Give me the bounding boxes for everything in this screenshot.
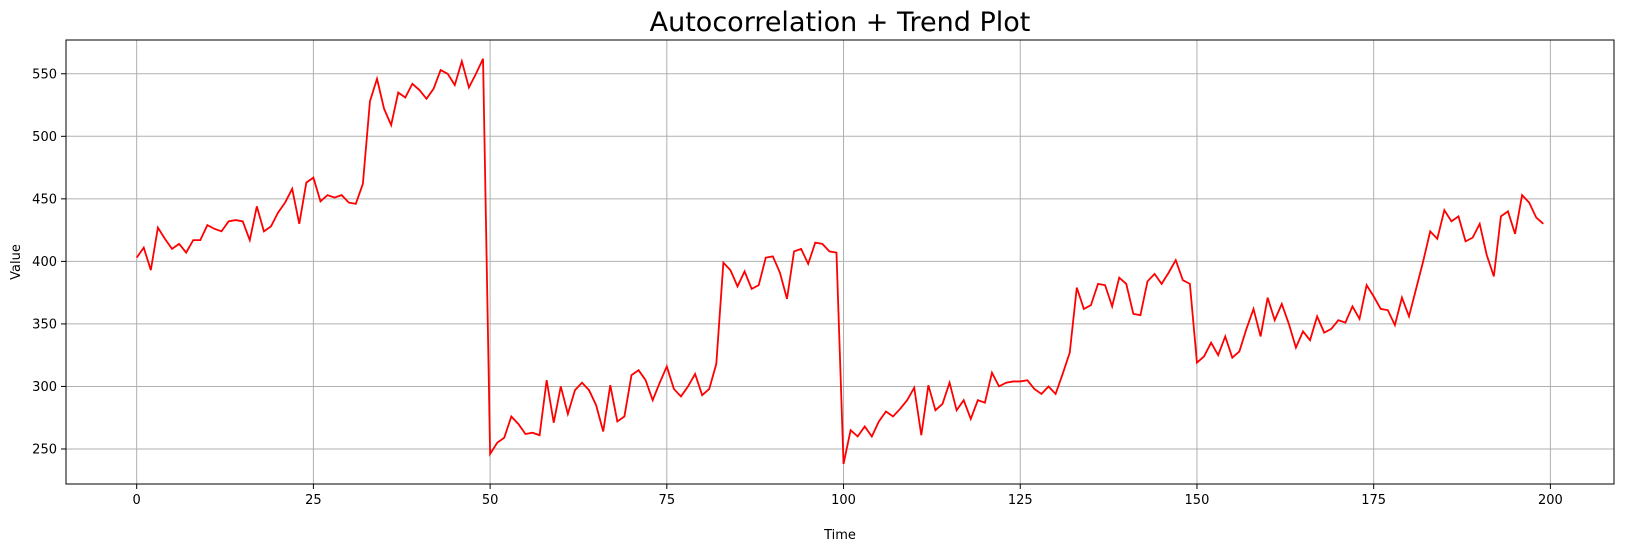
x-tick-label: 0	[133, 493, 141, 508]
series-line	[135, 57, 1544, 465]
x-tick-label: 75	[659, 493, 676, 508]
chart-title: Autocorrelation + Trend Plot	[650, 7, 1031, 38]
y-tick-label: 500	[32, 130, 57, 145]
x-tick-label: 100	[831, 493, 856, 508]
x-tick-label: 125	[1008, 493, 1033, 508]
x-tick-label: 150	[1185, 493, 1210, 508]
plot-frame	[65, 39, 1615, 485]
x-tick-label: 25	[305, 493, 322, 508]
y-axis-label: Value	[9, 244, 24, 280]
x-tick-label: 175	[1361, 493, 1386, 508]
y-tick-label: 550	[32, 67, 57, 82]
y-tick-label: 250	[32, 442, 57, 457]
x-axis-label: Time	[823, 528, 856, 543]
y-tick-label: 450	[32, 192, 57, 207]
x-tick-label: 50	[482, 493, 499, 508]
y-tick-label: 300	[32, 380, 57, 395]
y-tick-label: 400	[32, 255, 57, 270]
grid	[66, 40, 1614, 484]
x-tick-label: 200	[1538, 493, 1563, 508]
ticks: 0 25 50 75 100 125 150 175 200 250 300 350 400 450 500…	[32, 67, 1563, 508]
y-tick-label: 350	[32, 317, 57, 332]
